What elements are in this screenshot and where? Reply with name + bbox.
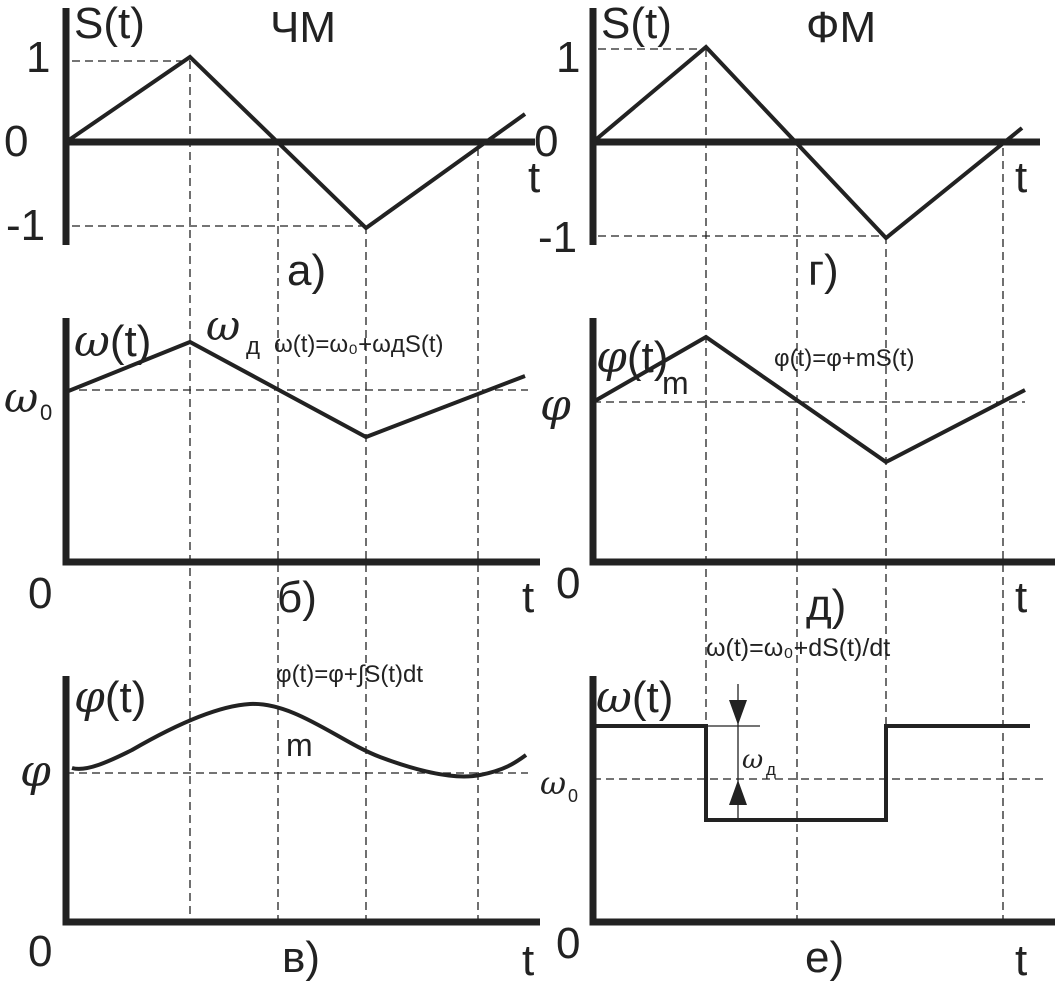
panel-a-t-label: t <box>528 153 540 202</box>
panel-e-formula: ω(t)=ω₀+dS(t)/dt <box>706 634 890 662</box>
panel-g-y-label: S(t) <box>601 0 672 48</box>
panel-v-y-label: φ(t) <box>74 672 146 723</box>
panel-e-square-wave <box>596 724 1030 822</box>
panel-e-omega0-symbol: ω <box>540 764 566 802</box>
panel-a-title: ЧМ <box>270 3 336 52</box>
panel-b-y-label: ω(t) <box>74 316 151 367</box>
panel-b-omega-d-subscript: д <box>246 333 260 360</box>
panel-g-tick-minus1: -1 <box>538 213 577 262</box>
panel-e-omega-d-symbol: ω <box>742 745 763 775</box>
panel-g-triangle-wave <box>591 44 1024 241</box>
panel-a-label: а) <box>287 246 326 295</box>
panel-v-t-label: t <box>522 936 534 985</box>
panel-e-deviation-marker: ω д <box>706 684 776 821</box>
panel-v-origin: 0 <box>28 927 52 976</box>
panel-b-omega-d-symbol: ω <box>206 301 240 350</box>
panel-b-axes <box>62 318 540 566</box>
panel-d-phi-label: φ <box>540 380 571 431</box>
panel-b-origin: 0 <box>28 569 52 618</box>
panel-g-t-label: t <box>1015 153 1027 202</box>
panel-g-tick-1: 1 <box>556 33 580 82</box>
panel-d-m-label: m <box>662 365 689 401</box>
left-time-guides <box>189 61 479 922</box>
panel-a-tick-0: 0 <box>4 117 28 166</box>
panel-v-label: в) <box>282 933 320 982</box>
panel-b-omega-d-label: ω д <box>206 301 260 360</box>
panel-d-label: д) <box>806 581 846 630</box>
panel-a-tick-1: 1 <box>26 33 50 82</box>
panel-d-origin: 0 <box>556 559 580 608</box>
panel-e-label: е) <box>805 933 844 982</box>
panel-d-phi-curve <box>592 334 1026 465</box>
panel-e-t-label: t <box>1015 936 1027 985</box>
panel-e-omega-d-subscript: д <box>766 760 776 779</box>
panel-d-axes <box>589 318 1055 566</box>
panel-b-omega0-subscript: 0 <box>40 400 52 425</box>
panel-b-label: б) <box>277 573 317 622</box>
panel-e-omega0-subscript: 0 <box>568 786 578 806</box>
panel-g-title: ФМ <box>806 3 876 52</box>
panel-e-arrow-up-icon <box>729 780 747 805</box>
panel-g-tick-0: 0 <box>534 117 558 166</box>
panel-e-frequency: ω(t)=ω₀+dS(t)/dt ω(t) ω 0 ω д 0 t е) <box>540 634 1055 985</box>
panel-d-formula: φ(t)=φ+mS(t) <box>774 345 914 372</box>
panel-a-signal: S(t) ЧМ 1 0 -1 t а) <box>4 0 540 295</box>
panel-d-t-label: t <box>1015 573 1027 622</box>
panel-a-triangle-wave <box>64 54 527 231</box>
panel-b-formula: ω(t)=ω₀+ωдS(t) <box>274 331 444 358</box>
panel-a-y-label: S(t) <box>74 0 145 48</box>
right-time-guides <box>705 49 1004 922</box>
panel-e-arrow-down-icon <box>729 700 747 725</box>
panel-v-phase-curve <box>71 701 528 779</box>
panel-g-label: г) <box>808 246 839 295</box>
panel-v-phi-label: φ <box>20 746 51 797</box>
panel-e-axes <box>589 676 1055 926</box>
panel-b-omega0-symbol: ω <box>4 373 38 422</box>
panel-v-phase: φ(t) φ(t)=φ+∫S(t)dt m φ 0 t в) <box>20 661 540 985</box>
panel-e-origin: 0 <box>556 919 580 968</box>
panel-b-omega0-label: ω 0 <box>4 373 52 425</box>
panel-g-signal: S(t) ФМ 1 0 -1 t г) <box>534 0 1040 295</box>
panel-e-omega0-label: ω 0 <box>540 764 578 806</box>
panel-b-frequency: ω(t) ω д ω(t)=ω₀+ωдS(t) ω 0 0 t б) <box>4 301 540 622</box>
panel-v-m-label: m <box>286 727 313 763</box>
panel-v-axes <box>62 676 540 926</box>
panel-b-t-label: t <box>522 573 534 622</box>
panel-d-y-label: φ(t) <box>596 332 668 383</box>
panel-a-tick-minus1: -1 <box>6 201 45 250</box>
panel-e-y-label: ω(t) <box>596 672 673 723</box>
panel-v-formula: φ(t)=φ+∫S(t)dt <box>276 661 423 688</box>
